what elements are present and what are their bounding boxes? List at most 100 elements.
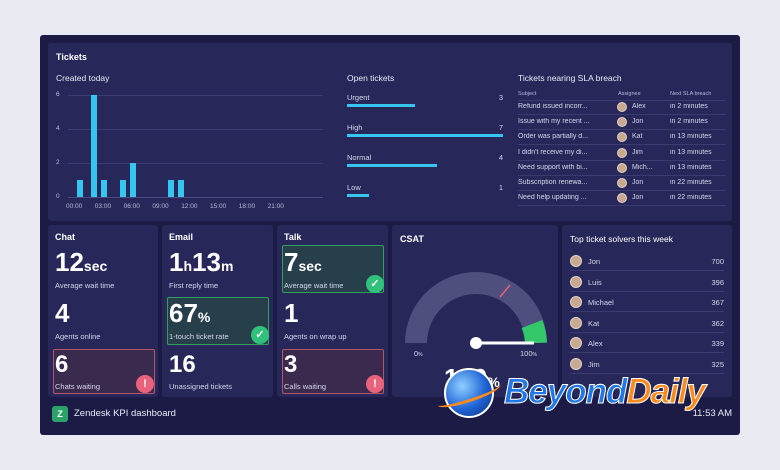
sla-title: Tickets nearing SLA breach xyxy=(518,73,622,83)
y-tick-4: 4 xyxy=(56,125,60,132)
sla-subject: Need support with bi... xyxy=(518,163,588,171)
bar-series xyxy=(56,85,326,205)
avatar xyxy=(617,102,627,112)
sla-assignee: Kat xyxy=(632,133,643,141)
y-tick-6: 6 xyxy=(56,91,60,98)
sla-header-assignee: Assignee xyxy=(618,91,641,97)
solver-divider xyxy=(570,311,724,312)
email-reply-hours: 1 xyxy=(169,247,184,277)
sla-next-breach: in 2 minutes xyxy=(670,118,708,126)
talk-wait-check-icon: ✓ xyxy=(366,275,384,293)
open-low-value: 1 xyxy=(498,183,503,192)
solver-count: 339 xyxy=(711,339,724,348)
chart-bar xyxy=(168,180,174,197)
solvers-title: Top ticket solvers this week xyxy=(570,234,673,244)
solver-count: 396 xyxy=(711,277,724,287)
solver-name: Alex xyxy=(588,339,603,348)
touch-rate-value: 67 xyxy=(169,298,198,328)
avatar xyxy=(617,132,627,143)
email-title: Email xyxy=(169,232,194,242)
avatar xyxy=(617,147,627,158)
chart-bar xyxy=(100,180,107,197)
watermark-text-a: Beyond xyxy=(503,372,627,412)
csat-gauge xyxy=(405,272,547,349)
y-tick-2: 2 xyxy=(56,159,60,166)
avatar xyxy=(570,337,582,349)
email-reply-hours-unit: h xyxy=(183,258,193,274)
sla-assignee: Alex xyxy=(632,103,646,110)
solver-count: 325 xyxy=(711,359,724,369)
talk-panel: Talk 7sec Average wait time ✓ 1 Agents o… xyxy=(277,225,388,397)
x-axis-ticks: 00:00 03:00 06:00 09:00 12:00 15:00 18:00 21:00 xyxy=(56,203,326,215)
csat-min-label: 0% xyxy=(414,349,423,358)
avatar xyxy=(570,296,582,308)
avatar xyxy=(617,162,627,173)
x-tick-label: 00:00 xyxy=(66,203,83,210)
sla-next-breach: in 13 minutes xyxy=(670,133,712,141)
solver-count: 367 xyxy=(711,298,724,307)
y-tick-0: 0 xyxy=(56,193,60,200)
avatar xyxy=(570,275,582,288)
gauge-marker xyxy=(499,284,511,298)
solver-divider xyxy=(570,352,724,353)
chat-agents-value: 4 xyxy=(55,298,70,328)
chat-wait-metric: 12sec xyxy=(55,247,107,278)
sla-assignee: Mich... xyxy=(632,163,653,171)
solver-name: Michael xyxy=(588,298,614,307)
sla-next-breach: in 22 minutes xyxy=(670,194,712,202)
gridline xyxy=(68,95,323,96)
open-urgent-label: Urgent xyxy=(347,93,370,102)
sla-row-divider xyxy=(518,159,726,161)
sla-assignee: Jon xyxy=(632,179,644,186)
sla-subject: Need help updating ... xyxy=(518,194,587,202)
chat-agents-label: Agents online xyxy=(55,332,101,341)
touch-rate-metric: 67% xyxy=(169,298,210,329)
sla-row-divider xyxy=(518,174,726,176)
talk-wait-value: 7 xyxy=(284,247,299,277)
calls-alert-icon: ! xyxy=(366,375,384,393)
watermark-logo: BeyondDaily xyxy=(435,362,760,426)
solver-count: 700 xyxy=(711,257,724,266)
touch-rate-label: 1-touch ticket rate xyxy=(169,332,229,341)
chats-waiting-label: Chats waiting xyxy=(55,382,101,391)
footer-title: Zendesk KPI dashboard xyxy=(74,408,176,419)
open-urgent-value: 3 xyxy=(498,93,503,102)
sla-assignee: Jon xyxy=(632,194,644,202)
chat-wait-label: Average wait time xyxy=(55,281,115,290)
solver-divider xyxy=(570,290,724,292)
tickets-panel: Tickets Created today 6 4 2 0 00:00 03:00… xyxy=(48,43,732,221)
solvers-panel: Top ticket solvers this week Jon 700 Luis 3… xyxy=(562,225,732,397)
chart-bar xyxy=(177,180,184,197)
open-low-bar xyxy=(347,194,369,197)
chart-bar xyxy=(129,163,136,197)
sla-next-breach: in 2 minutes xyxy=(670,103,708,110)
calls-waiting-label: Calls waiting xyxy=(284,382,327,391)
x-tick-label: 06:00 xyxy=(123,203,140,210)
email-panel: Email 1h13m First reply time 67% 1-touch… xyxy=(162,225,273,397)
sla-row-divider xyxy=(518,114,726,115)
footer-logo-icon: Z xyxy=(52,406,68,422)
open-high-bar xyxy=(347,134,503,137)
sla-next-breach: in 22 minutes xyxy=(670,179,712,186)
email-reply-minutes-unit: m xyxy=(220,258,234,274)
csat-min-unit: % xyxy=(418,352,423,358)
x-tick-label: 09:00 xyxy=(152,203,169,210)
x-tick-label: 18:00 xyxy=(238,203,256,210)
gridline xyxy=(68,197,323,198)
chat-panel: Chat 12sec Average wait time 4 Agents on… xyxy=(48,225,158,397)
sla-header-divider xyxy=(518,100,726,101)
chart-bar xyxy=(120,180,126,197)
chart-bar xyxy=(76,180,83,197)
globe-icon xyxy=(444,368,494,418)
chat-wait-unit: sec xyxy=(83,258,108,274)
chat-wait-value: 12 xyxy=(55,247,84,277)
csat-max-unit: % xyxy=(532,352,537,358)
sla-row-divider xyxy=(518,144,726,146)
gridline xyxy=(68,129,323,130)
open-normal-bar xyxy=(347,164,437,167)
open-normal-value: 4 xyxy=(498,153,503,162)
sla-row-divider xyxy=(518,205,726,207)
open-urgent-bar xyxy=(347,104,415,107)
tickets-title: Tickets xyxy=(56,52,87,62)
email-reply-minutes: 13 xyxy=(192,247,221,277)
